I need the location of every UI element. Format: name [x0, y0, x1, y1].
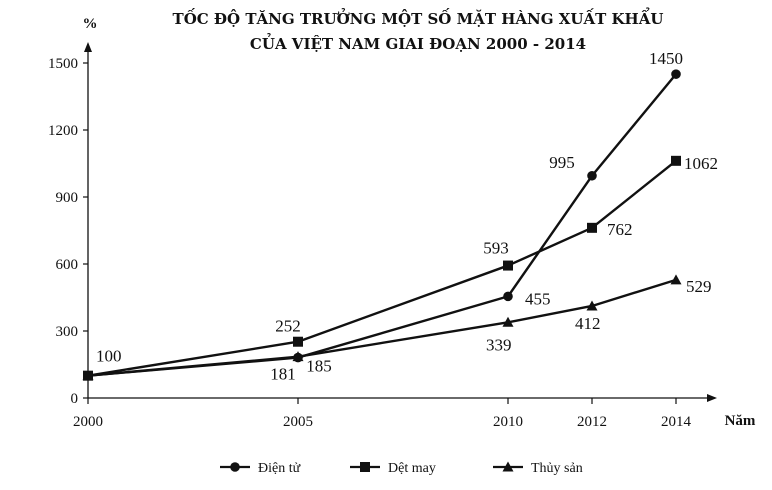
- axes: 0 300 600 900 1200 1500 2000 2005 2010 2012 2014: [48, 42, 717, 430]
- x-axis-label: Năm: [725, 413, 756, 429]
- chart-title-line-2: CỦA VIỆT NAM GIAI ĐOẠN 2000 - 2014: [250, 33, 586, 53]
- series-layer: [82, 69, 682, 381]
- data-label: 593: [483, 239, 509, 258]
- data-point-circle: [503, 291, 513, 302]
- data-labels: 100 181 455 995 1450 252 593 762 1062 185 339 412 52…: [96, 49, 718, 383]
- data-point-triangle: [82, 370, 94, 381]
- y-tick-label: 1200: [48, 123, 78, 139]
- legend-label: Dệt may: [388, 461, 436, 476]
- legend: Điện tử Dệt may Thủy sản: [220, 461, 583, 476]
- data-point-circle: [671, 69, 681, 79]
- legend-label: Điện tử: [258, 461, 301, 476]
- legend-marker-triangle: [502, 461, 514, 472]
- data-label: 529: [686, 277, 712, 296]
- y-tick-label: 300: [56, 324, 79, 340]
- legend-item: Điện tử: [220, 461, 301, 476]
- data-label: 1062: [684, 154, 718, 173]
- y-tick-label: 900: [56, 190, 79, 206]
- legend-item: Thủy sản: [493, 461, 583, 476]
- data-point-square: [293, 336, 303, 347]
- data-point-circle: [587, 170, 597, 181]
- legend-marker-square: [360, 462, 370, 472]
- y-axis-arrow: [84, 42, 92, 52]
- chart-title-line-1: TỐC ĐỘ TĂNG TRƯỞNG MỘT SỐ MẶT HÀNG XUẤT …: [173, 7, 664, 28]
- legend-label: Thủy sản: [531, 461, 583, 476]
- data-point-triangle: [292, 351, 304, 362]
- data-point-triangle: [670, 274, 682, 285]
- data-label: 252: [275, 317, 301, 336]
- data-label: 455: [525, 289, 551, 308]
- legend-marker-circle: [230, 462, 240, 472]
- data-label: 762: [607, 220, 633, 239]
- data-label: 100: [96, 347, 122, 366]
- data-point-triangle: [502, 316, 514, 327]
- y-axis-label: %: [83, 16, 98, 32]
- x-tick-label: 2010: [493, 414, 523, 430]
- x-tick-label: 2000: [73, 414, 103, 430]
- x-tick-label: 2012: [577, 414, 607, 430]
- data-point-square: [671, 155, 681, 166]
- x-tick-label: 2005: [283, 414, 313, 430]
- legend-item: Dệt may: [350, 461, 436, 476]
- data-point-square: [503, 260, 513, 271]
- x-axis-arrow: [707, 394, 717, 402]
- data-label: 412: [575, 314, 601, 333]
- y-tick-label: 600: [56, 257, 79, 273]
- y-tick-label: 0: [71, 391, 79, 407]
- data-label: 185: [306, 357, 332, 376]
- data-point-square: [587, 222, 597, 233]
- x-tick-label: 2014: [661, 414, 692, 430]
- data-label: 995: [549, 153, 575, 172]
- y-tick-label: 1500: [48, 56, 78, 72]
- data-label: 181: [270, 365, 296, 384]
- data-label: 339: [486, 335, 512, 354]
- data-label: 1450: [649, 49, 683, 68]
- data-point-triangle: [586, 300, 598, 311]
